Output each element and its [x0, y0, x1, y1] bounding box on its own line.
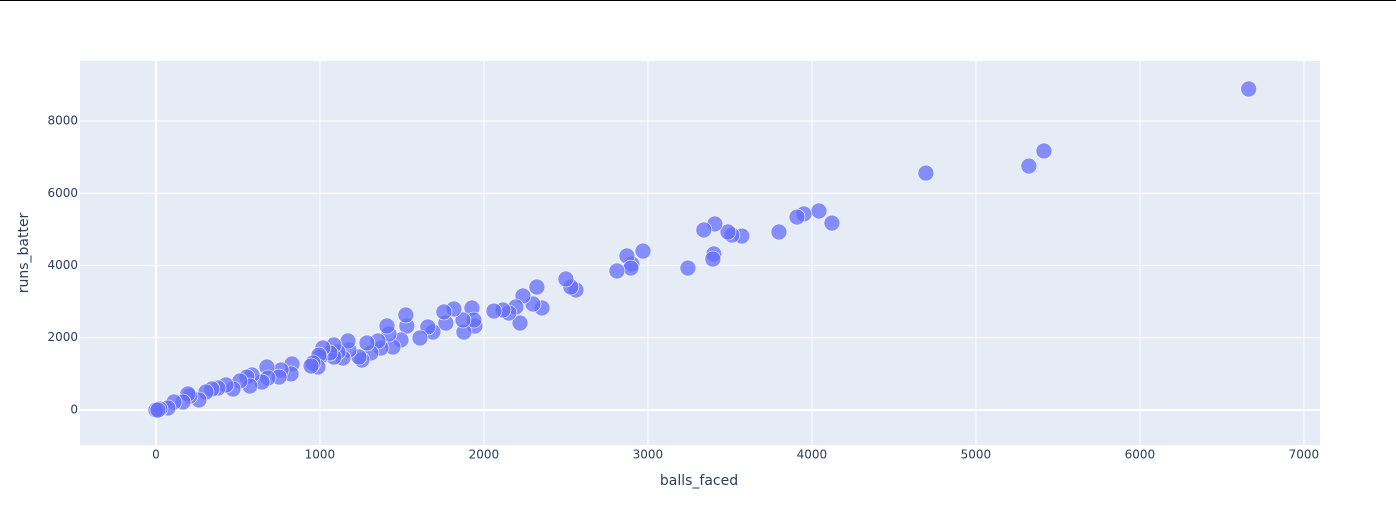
- y-tick-label: 0: [70, 402, 78, 416]
- y-tick-label: 8000: [47, 114, 78, 128]
- x-tick-label: 0: [152, 448, 160, 462]
- x-tick-label: 7000: [1289, 448, 1320, 462]
- point: [917, 164, 935, 182]
- point: [397, 306, 415, 324]
- point: [622, 259, 640, 277]
- point: [1240, 80, 1257, 98]
- point: [435, 303, 453, 321]
- point: [704, 250, 722, 268]
- grid: [80, 61, 1320, 445]
- x-tick-label: 6000: [1125, 448, 1156, 462]
- point: [411, 329, 429, 347]
- point: [719, 223, 737, 241]
- point: [810, 202, 828, 220]
- point: [634, 242, 652, 260]
- markers: [147, 80, 1257, 419]
- x-tick-label: 1000: [305, 448, 336, 462]
- point: [823, 214, 841, 232]
- point: [149, 401, 167, 419]
- y-tick-label: 6000: [47, 186, 78, 200]
- y-tick-label: 4000: [47, 258, 78, 272]
- y-tick-label: 2000: [47, 330, 78, 344]
- point: [302, 357, 320, 375]
- x-tick-label: 5000: [961, 448, 992, 462]
- x-axis-title: balls_faced: [660, 473, 738, 489]
- point: [454, 311, 472, 329]
- x-tick-label: 4000: [797, 448, 828, 462]
- point: [485, 302, 503, 320]
- point: [770, 223, 788, 241]
- point: [608, 262, 626, 280]
- point: [511, 314, 529, 332]
- point: [528, 278, 546, 296]
- point: [1020, 157, 1038, 175]
- point: [695, 221, 713, 239]
- x-tick-label: 2000: [469, 448, 500, 462]
- point: [557, 270, 575, 288]
- point: [358, 334, 376, 352]
- x-tick-label: 3000: [633, 448, 664, 462]
- point: [679, 259, 697, 277]
- y-axis-title: runs_batter: [16, 212, 32, 293]
- point: [378, 317, 396, 335]
- point: [788, 208, 806, 226]
- point: [1035, 142, 1053, 160]
